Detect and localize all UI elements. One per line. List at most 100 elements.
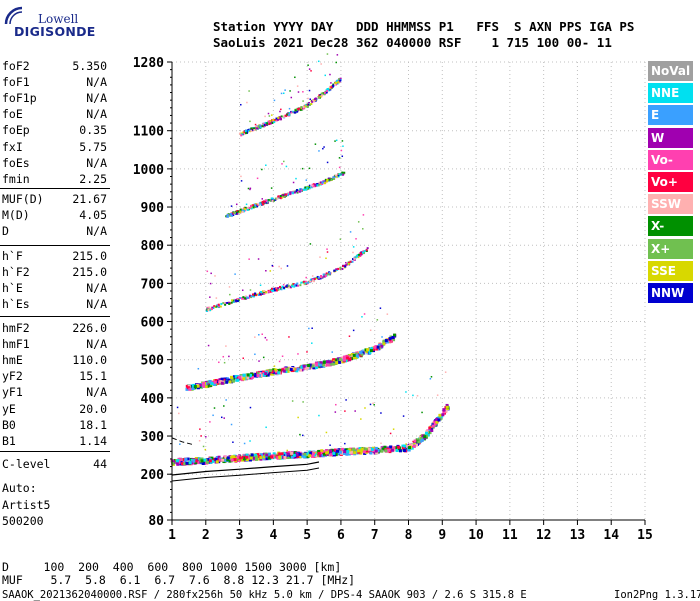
trace-point bbox=[393, 333, 397, 337]
trace-point bbox=[173, 459, 177, 463]
trace-scatter bbox=[248, 258, 250, 260]
trace-scatter bbox=[220, 416, 223, 419]
trace-point bbox=[193, 385, 197, 389]
trace-point bbox=[263, 123, 266, 126]
trace-point bbox=[225, 215, 228, 218]
trace-point bbox=[266, 122, 269, 125]
trace-scatter bbox=[307, 97, 309, 100]
trace-scatter bbox=[342, 145, 344, 147]
trace-point bbox=[255, 294, 258, 297]
trace-scatter bbox=[302, 100, 304, 102]
legend-item-nnw: NNW bbox=[648, 283, 693, 303]
trace-point bbox=[351, 260, 354, 263]
trace-point bbox=[247, 129, 250, 132]
trace-point bbox=[328, 271, 331, 274]
trace-scatter bbox=[344, 448, 346, 451]
trace-scatter bbox=[308, 68, 311, 70]
param-row-md: M(D) 4.05 bbox=[2, 208, 107, 222]
trace-point bbox=[250, 296, 253, 299]
trace-point bbox=[190, 461, 194, 465]
trace-scatter bbox=[282, 283, 285, 286]
param-row-he: h`E N/A bbox=[2, 281, 107, 295]
trace-scatter bbox=[235, 456, 237, 459]
param-value: 5.75 bbox=[79, 139, 107, 154]
trace-scatter bbox=[326, 161, 329, 164]
trace-point bbox=[324, 363, 328, 367]
param-row-hmf1: hmF1 N/A bbox=[2, 337, 107, 351]
trace-scatter bbox=[326, 251, 329, 253]
trace-scatter bbox=[222, 355, 225, 358]
trace-scatter bbox=[309, 98, 311, 100]
trace-point bbox=[338, 450, 342, 454]
trace-point bbox=[389, 445, 393, 449]
trace-scatter bbox=[302, 91, 304, 93]
trace-point bbox=[293, 285, 296, 288]
trace-point bbox=[293, 283, 296, 286]
trace-point bbox=[235, 299, 238, 302]
trace-point bbox=[257, 203, 260, 206]
trace-point bbox=[306, 186, 309, 189]
trace-point bbox=[233, 458, 237, 462]
trace-point bbox=[329, 88, 332, 91]
param-separator bbox=[0, 245, 110, 246]
trace-point bbox=[325, 91, 328, 94]
trace-point bbox=[237, 210, 240, 213]
trace-point bbox=[210, 460, 214, 464]
trace-point bbox=[308, 363, 312, 367]
param-value: 215.0 bbox=[72, 249, 107, 263]
trace-point bbox=[358, 253, 361, 256]
trace-scatter bbox=[341, 155, 344, 158]
trace-point bbox=[330, 86, 333, 89]
trace-point bbox=[307, 281, 310, 284]
trace-scatter bbox=[295, 177, 297, 180]
trace-point bbox=[322, 452, 326, 456]
trace-point bbox=[235, 212, 238, 215]
trace-scatter bbox=[335, 61, 337, 64]
trace-scatter bbox=[278, 360, 281, 363]
param-value: 1.14 bbox=[79, 433, 107, 448]
trace-point bbox=[319, 361, 323, 365]
param-value: N/A bbox=[86, 107, 107, 122]
trace-point bbox=[351, 258, 354, 261]
trace-point bbox=[312, 366, 316, 370]
trace-scatter bbox=[326, 53, 329, 55]
trace-scatter bbox=[369, 403, 372, 406]
trace-point bbox=[275, 119, 278, 122]
trace-point bbox=[444, 409, 448, 413]
trace-point bbox=[344, 448, 348, 452]
trace-scatter bbox=[318, 414, 320, 417]
trace-point bbox=[194, 457, 198, 461]
legend-item-x: X+ bbox=[648, 238, 693, 259]
trace-point bbox=[304, 105, 307, 108]
trace-scatter bbox=[230, 205, 233, 207]
trace-point bbox=[208, 379, 212, 383]
param-row-mufd: MUF(D) 21.67 bbox=[2, 192, 107, 206]
trace-scatter bbox=[245, 203, 248, 206]
trace-point bbox=[248, 294, 251, 297]
param-value: 44 bbox=[93, 457, 107, 471]
param-value: N/A bbox=[86, 91, 107, 106]
trace-point bbox=[267, 452, 271, 456]
trace-point bbox=[392, 338, 396, 342]
trace-point bbox=[430, 428, 434, 432]
trace-scatter bbox=[320, 63, 322, 65]
trace-point bbox=[206, 382, 210, 386]
y-tick-label: 400 bbox=[141, 392, 165, 407]
trace-scatter bbox=[325, 257, 327, 260]
trace-point bbox=[320, 449, 324, 453]
trace-point bbox=[219, 305, 222, 308]
trace-point bbox=[270, 370, 274, 374]
x-tick-label: 1 bbox=[168, 528, 176, 543]
param-row-fxi: fxI 5.75 bbox=[2, 140, 107, 154]
param-label: D bbox=[2, 224, 9, 239]
trace-point bbox=[246, 207, 249, 210]
trace-scatter bbox=[405, 391, 407, 393]
trace-scatter bbox=[308, 167, 311, 170]
trace-point bbox=[242, 133, 245, 136]
trace-scatter bbox=[261, 198, 264, 200]
trace-point bbox=[254, 457, 258, 461]
trace-point bbox=[220, 302, 223, 305]
trace-scatter bbox=[254, 123, 257, 126]
trace-scatter bbox=[344, 410, 346, 412]
trace-point bbox=[211, 306, 214, 309]
